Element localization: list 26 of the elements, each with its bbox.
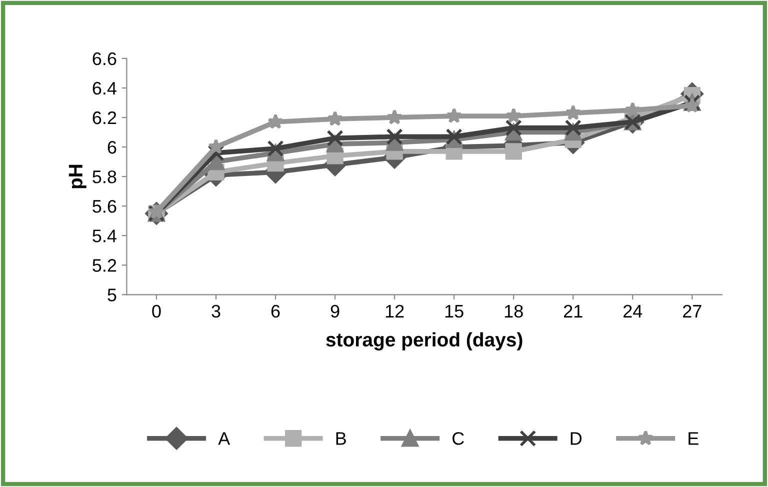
legend-label: A xyxy=(218,432,230,445)
x-tick-label: 3 xyxy=(212,304,220,318)
x-tick-label: 12 xyxy=(386,304,404,318)
x-tick-label: 24 xyxy=(624,304,642,318)
x-tick-label: 27 xyxy=(683,304,702,318)
legend-label: E xyxy=(688,432,698,445)
y-tick-label: 5.8 xyxy=(92,170,116,184)
y-axis-title: pH xyxy=(68,164,86,188)
y-tick-label: 6.6 xyxy=(92,52,116,66)
x-tick-label: 18 xyxy=(504,304,523,318)
x-tick-label: 15 xyxy=(445,305,464,318)
legend-label: D xyxy=(570,432,582,445)
x-axis-title: storage period (days) xyxy=(326,332,522,351)
y-tick-label: 5.2 xyxy=(92,259,116,272)
y-tick-label: 6 xyxy=(108,140,116,154)
x-tick-label: 9 xyxy=(330,304,340,318)
y-tick-label: 5 xyxy=(108,288,116,302)
y-tick-label: 5.4 xyxy=(92,230,116,242)
y-tick-label: 6.4 xyxy=(92,82,116,95)
x-tick-label: 6 xyxy=(271,304,280,318)
x-tick-label: 0 xyxy=(152,304,161,318)
legend-label: B xyxy=(336,432,346,445)
x-tick-label: 21 xyxy=(564,304,582,318)
legend-label: C xyxy=(452,432,464,445)
y-tick-label: 5.6 xyxy=(92,200,116,213)
y-tick-label: 6.2 xyxy=(92,111,116,124)
